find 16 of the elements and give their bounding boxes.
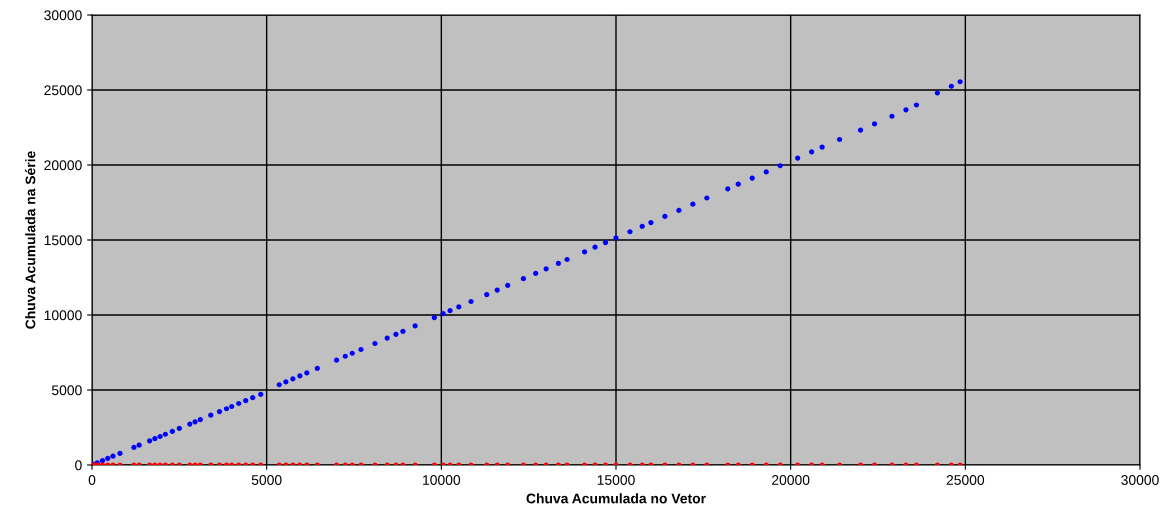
x-tick-label: 20000	[772, 475, 810, 485]
y-tick-label: 0	[75, 460, 82, 471]
x-tick-label: 0	[88, 475, 96, 485]
y-tick-label: 10000	[44, 310, 82, 321]
x-tick-label: 30000	[1121, 475, 1159, 485]
y-axis-title: Chuva Acumulada na Série	[25, 151, 36, 329]
x-tick-label: 15000	[597, 475, 635, 485]
y-tick-label: 30000	[44, 10, 82, 21]
x-tick-label: 25000	[946, 475, 985, 485]
y-tick-label: 25000	[44, 85, 82, 96]
y-tick-label: 5000	[51, 385, 82, 396]
y-tick-label: 20000	[44, 160, 82, 171]
x-tick-label: 10000	[423, 475, 461, 485]
x-axis-title: Chuva Acumulada no Vetor	[526, 493, 706, 504]
x-tick-label: 5000	[251, 475, 282, 485]
y-tick-label: 15000	[44, 235, 82, 246]
